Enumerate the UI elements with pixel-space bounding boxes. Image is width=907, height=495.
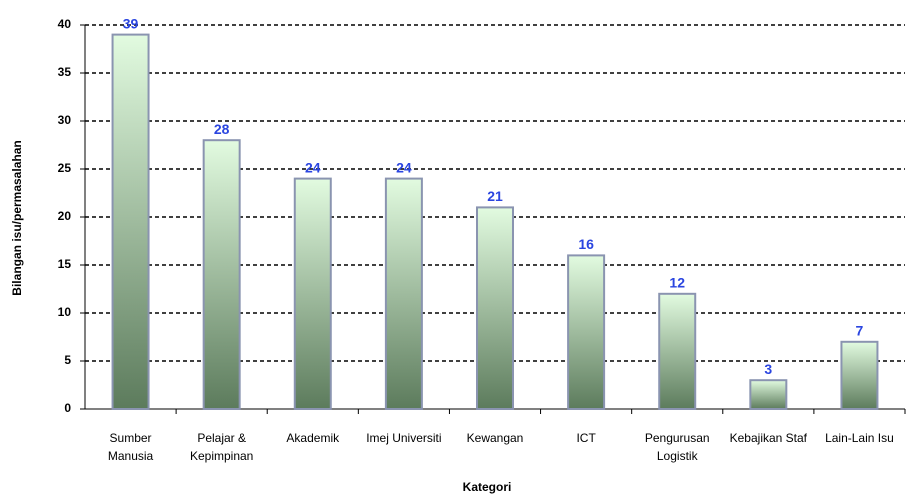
value-label: 21 — [487, 188, 503, 204]
value-label: 24 — [305, 159, 321, 175]
value-label: 3 — [764, 361, 772, 377]
bar — [202, 139, 241, 410]
y-tick-label: 5 — [64, 353, 71, 367]
y-tick-label: 25 — [58, 161, 72, 175]
bar — [567, 254, 606, 410]
value-label: 24 — [396, 159, 412, 175]
value-label: 12 — [669, 275, 685, 291]
x-tick-label: ICT — [576, 431, 596, 445]
bar — [840, 340, 879, 410]
bar — [476, 206, 514, 410]
value-label: 16 — [578, 236, 594, 252]
y-tick-label: 0 — [64, 401, 71, 415]
y-tick-label: 40 — [58, 17, 72, 31]
bar — [384, 177, 423, 410]
value-label: 39 — [123, 15, 139, 31]
x-tick-label: Akademik — [286, 431, 340, 445]
y-axis-label: Bilangan isu/permasalahan — [10, 140, 24, 295]
x-tick-label: Imej Universiti — [366, 431, 441, 445]
x-tick-label: Kewangan — [467, 431, 524, 445]
bar — [749, 379, 788, 411]
bar — [111, 33, 150, 410]
x-tick-label: Lain-Lain Isu — [825, 431, 894, 445]
value-label: 7 — [856, 323, 864, 339]
x-tick-label: Pelajar & Kepimpinan — [190, 431, 253, 463]
x-tick-label: Pengurusan Logistik — [645, 431, 710, 463]
y-tick-label: 20 — [58, 209, 72, 223]
y-tick-label: 15 — [58, 257, 72, 271]
bar — [293, 177, 332, 410]
x-axis-label: Kategori — [463, 480, 512, 494]
x-tick-label: Kebajikan Staf — [730, 431, 808, 445]
y-tick-label: 35 — [58, 65, 72, 79]
y-tick-label: 10 — [58, 305, 72, 319]
y-tick-label: 30 — [58, 113, 72, 127]
value-label: 28 — [214, 121, 230, 137]
x-tick-label: Sumber Manusia — [108, 431, 154, 463]
bar — [658, 292, 697, 410]
